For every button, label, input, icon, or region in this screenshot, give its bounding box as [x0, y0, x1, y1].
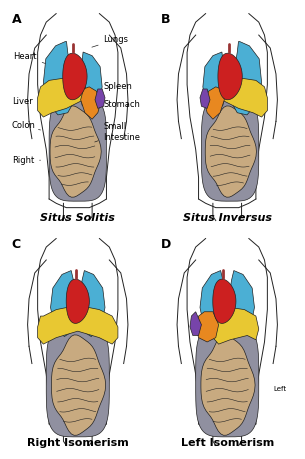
Polygon shape: [46, 325, 109, 437]
Text: Right Isomerism: Right Isomerism: [27, 438, 129, 448]
Polygon shape: [228, 270, 254, 336]
Text: B: B: [161, 13, 171, 27]
Polygon shape: [51, 270, 77, 336]
Text: Left Isomerism: Left Isomerism: [181, 438, 274, 448]
Polygon shape: [213, 308, 259, 344]
Text: Stomach: Stomach: [96, 100, 141, 109]
Text: C: C: [12, 238, 21, 252]
Text: Liver: Liver: [12, 97, 41, 106]
Text: D: D: [161, 238, 171, 252]
Polygon shape: [79, 270, 105, 336]
Polygon shape: [58, 299, 98, 327]
Polygon shape: [81, 87, 101, 119]
Polygon shape: [204, 87, 224, 119]
Text: Colon: Colon: [12, 121, 41, 130]
Text: A: A: [12, 13, 21, 27]
Polygon shape: [232, 42, 262, 115]
Text: Lungs: Lungs: [92, 35, 129, 47]
Polygon shape: [201, 335, 255, 435]
Polygon shape: [79, 52, 102, 111]
Polygon shape: [205, 106, 257, 197]
Text: Left: Left: [273, 386, 286, 392]
Polygon shape: [50, 106, 101, 197]
Polygon shape: [43, 42, 73, 115]
Polygon shape: [219, 78, 267, 117]
Text: Right: Right: [12, 156, 41, 165]
Polygon shape: [201, 98, 259, 201]
Polygon shape: [203, 52, 226, 111]
Polygon shape: [196, 312, 219, 342]
Text: Small
Intestine: Small Intestine: [95, 123, 141, 142]
Text: Spleen: Spleen: [99, 82, 132, 93]
Polygon shape: [63, 53, 87, 100]
Polygon shape: [218, 53, 242, 100]
Polygon shape: [66, 279, 89, 324]
Polygon shape: [190, 312, 201, 336]
Text: Situs Inversus: Situs Inversus: [183, 213, 272, 223]
Polygon shape: [38, 78, 86, 117]
Polygon shape: [49, 98, 106, 201]
Polygon shape: [200, 270, 226, 336]
Polygon shape: [38, 305, 118, 344]
Polygon shape: [200, 89, 210, 108]
Polygon shape: [213, 279, 236, 324]
Polygon shape: [95, 89, 105, 108]
Polygon shape: [196, 325, 259, 437]
Text: Situs Solitis: Situs Solitis: [40, 213, 115, 223]
Text: Heart: Heart: [13, 52, 61, 69]
Polygon shape: [52, 335, 106, 435]
